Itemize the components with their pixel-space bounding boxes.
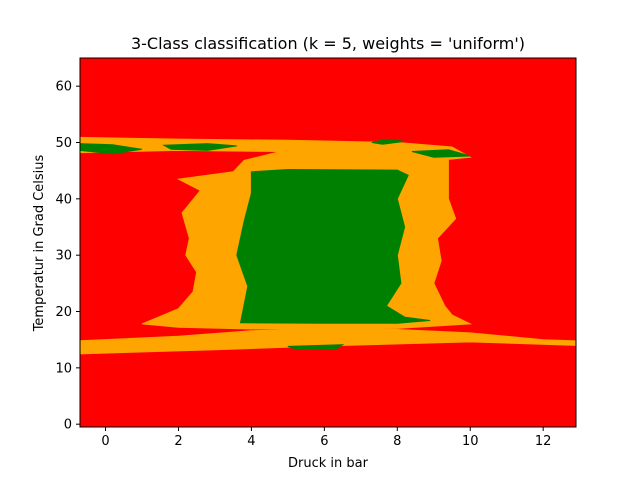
x-tick-label: 0	[101, 434, 109, 449]
chart-title: 3-Class classification (k = 5, weights =…	[131, 34, 525, 53]
region-class-2-2	[236, 168, 431, 324]
x-tick-label: 2	[174, 434, 182, 449]
x-tick-label: 4	[247, 434, 255, 449]
x-tick-label: 8	[393, 434, 401, 449]
region-class-2-4	[162, 143, 237, 151]
y-tick-label: 30	[55, 249, 72, 264]
y-tick-label: 40	[55, 192, 72, 207]
x-axis-label: Druck in bar	[288, 456, 369, 471]
plot-frame	[79, 57, 577, 428]
region-class-1-0	[79, 328, 577, 355]
y-tick-label: 10	[55, 361, 72, 376]
y-tick-label: 60	[55, 80, 72, 95]
y-tick-label: 0	[64, 418, 72, 433]
plot-area	[79, 58, 577, 427]
x-tick-label: 6	[320, 434, 328, 449]
region-class-2-6	[371, 138, 405, 145]
region-class-2-5	[411, 149, 471, 158]
y-axis-label: Temperatur in Grad Celsius	[32, 154, 47, 332]
x-tick-label: 10	[462, 434, 479, 449]
region-class-2-7	[287, 344, 345, 350]
axes: 0 2 4 6 8 10 12 0 10 20 30 40 50 60	[55, 57, 577, 449]
y-tick-label: 20	[55, 305, 72, 320]
x-tick-label: 12	[535, 434, 552, 449]
y-tick-label: 50	[55, 136, 72, 151]
